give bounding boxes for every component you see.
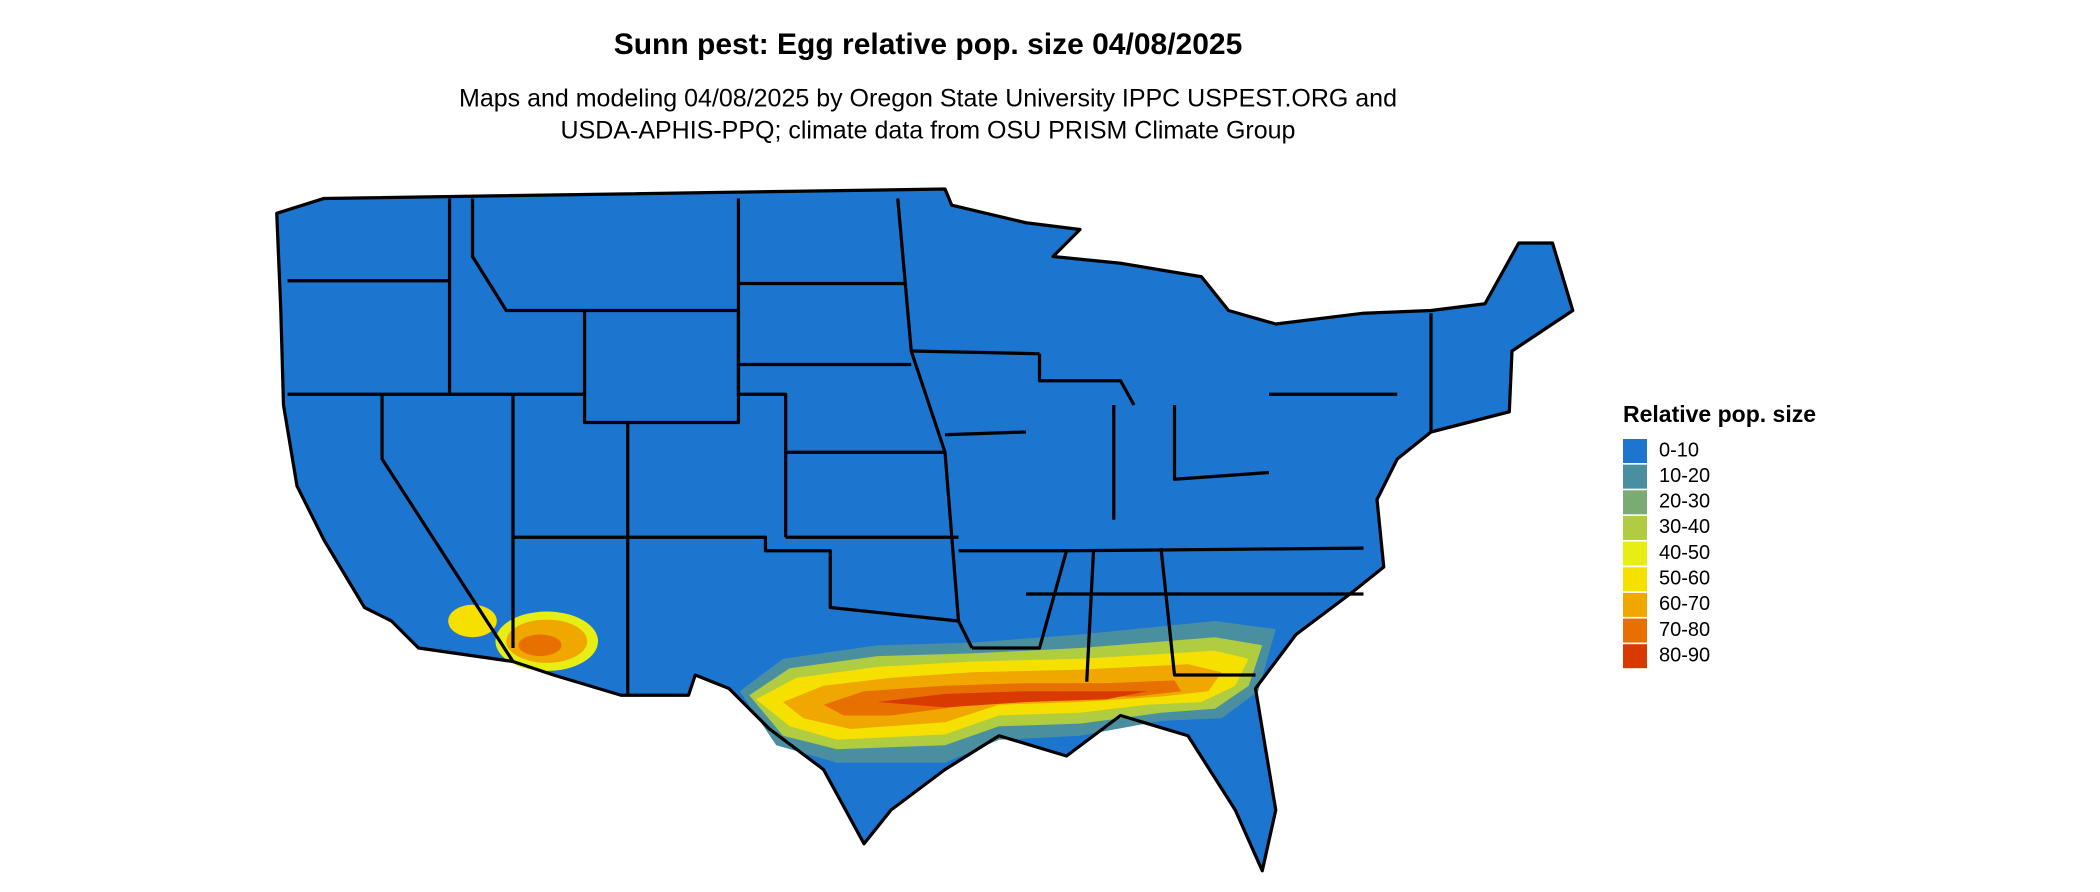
- state-border: [896, 198, 974, 649]
- state-border: [380, 394, 515, 663]
- legend-swatch: [1623, 515, 1647, 540]
- legend-swatch: [1623, 464, 1647, 489]
- legend-label: 0-10: [1659, 439, 1699, 461]
- legend-swatch: [1623, 541, 1647, 566]
- state-border: [972, 550, 1069, 650]
- state-border: [1085, 550, 1096, 682]
- heat-region: [877, 691, 1148, 708]
- state-border: [958, 546, 1364, 553]
- heat-region: [518, 634, 562, 657]
- state-border: [1037, 353, 1136, 406]
- legend-label: 30-40: [1659, 516, 1710, 538]
- state-border: [275, 187, 1575, 873]
- state-border: [1159, 547, 1256, 677]
- land: [276, 189, 1573, 871]
- legend-swatch: [1623, 618, 1647, 643]
- legend-swatch: [1623, 567, 1647, 592]
- legend-label: 50-60: [1659, 568, 1710, 590]
- state-border: [736, 198, 788, 538]
- state-border: [582, 308, 741, 425]
- legend-label: 80-90: [1659, 644, 1710, 666]
- legend-swatch: [1623, 644, 1647, 669]
- legend-swatch: [1623, 439, 1647, 463]
- legend: 0-10 10-20 20-30 30-40 40-50 50-60 60-70 70-80 8…: [1623, 439, 1710, 669]
- legend-swatch: [1623, 592, 1647, 617]
- legend-label: 20-30: [1659, 491, 1710, 513]
- legend-title: Relative pop. size: [1623, 401, 1816, 427]
- us-map: [275, 187, 1575, 873]
- map-subtitle: USDA-APHIS-PPQ; climate data from OSU PR…: [561, 117, 1296, 145]
- legend-label: 70-80: [1659, 619, 1710, 641]
- state-border: [911, 349, 1040, 356]
- map-subtitle: Maps and modeling 04/08/2025 by Oregon S…: [459, 85, 1397, 113]
- legend-swatch: [1623, 490, 1647, 515]
- map-title: Sunn pest: Egg relative pop. size 04/08/…: [614, 28, 1243, 61]
- state-border: [627, 535, 959, 623]
- legend-label: 40-50: [1659, 542, 1710, 564]
- legend-label: 60-70: [1659, 593, 1710, 615]
- state-border: [1172, 405, 1270, 481]
- legend-label: 10-20: [1659, 465, 1710, 487]
- heat-region: [448, 604, 497, 638]
- state-border: [470, 198, 585, 313]
- state-border: [944, 430, 1027, 437]
